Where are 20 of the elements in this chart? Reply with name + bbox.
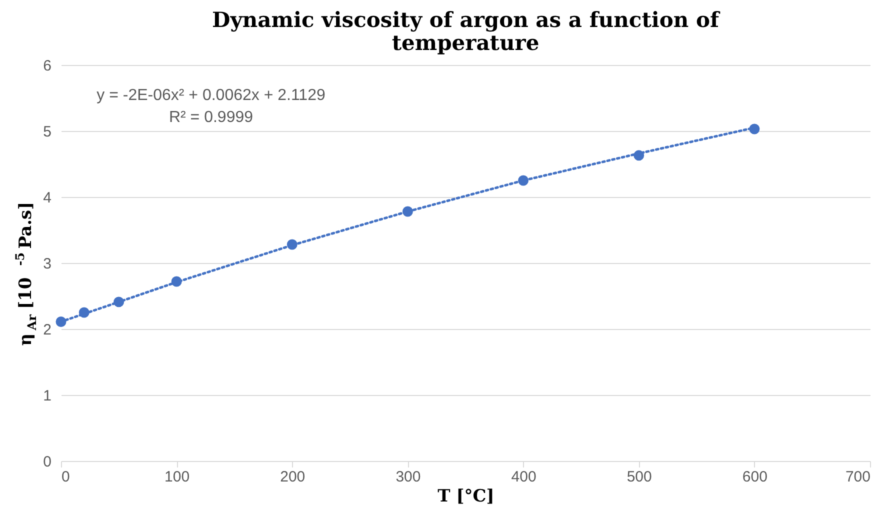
x-tick-label: 0 bbox=[62, 468, 70, 486]
y-axis-title: ηAr [10-5 Pa.s] bbox=[13, 202, 39, 346]
annotation: R² = 0.9999 bbox=[168, 109, 254, 126]
y-tick-label: 5 bbox=[43, 124, 52, 140]
y-tick-label: 1 bbox=[43, 388, 52, 404]
x-tick-label: 600 bbox=[742, 468, 768, 486]
x-tick-label: 400 bbox=[511, 468, 536, 486]
annotation: y = -2E-06x² + 0.0062x + 2.1129 bbox=[96, 87, 326, 104]
x-tick-label: 200 bbox=[280, 468, 306, 486]
y-tick-label: 6 bbox=[43, 58, 52, 74]
y-tick-label: 3 bbox=[43, 256, 52, 272]
x-tick-label: 300 bbox=[396, 468, 421, 486]
x-tick-label: 500 bbox=[626, 468, 652, 486]
x-tick-label: 100 bbox=[164, 468, 190, 486]
chart-title: Dynamic viscosity of argon as a function of temperature bbox=[212, 7, 721, 55]
x-axis-title: T [°C] bbox=[438, 486, 494, 506]
y-tick-label: 0 bbox=[43, 454, 52, 470]
y-tick-label: 2 bbox=[43, 322, 52, 338]
x-tick-label: 700 bbox=[845, 468, 870, 486]
y-tick-label: 4 bbox=[43, 190, 52, 206]
